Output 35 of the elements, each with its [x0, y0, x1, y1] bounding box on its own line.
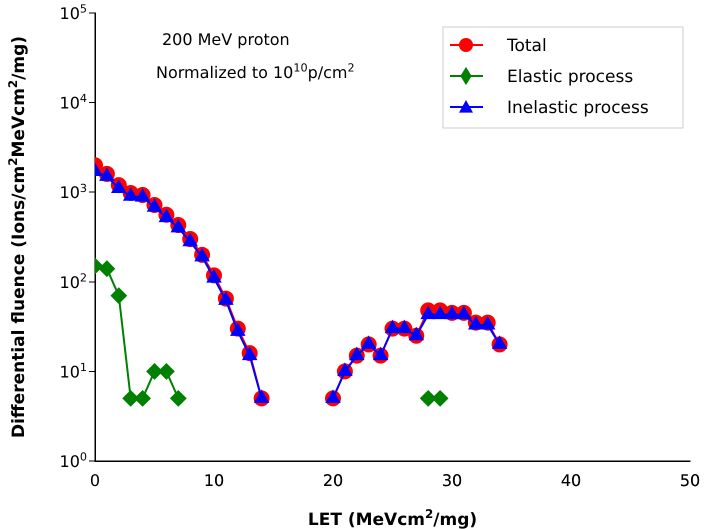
point — [98, 260, 115, 277]
point — [362, 336, 376, 349]
legend-label: Total — [506, 36, 547, 56]
point — [170, 390, 186, 406]
legend-label: Inelastic process — [507, 98, 649, 118]
point — [159, 210, 174, 222]
point — [350, 348, 364, 360]
point — [146, 363, 162, 380]
point — [338, 363, 352, 376]
y-axis-title: Differential fluence (Ions/cm2MeVcm2/mg) — [6, 36, 29, 438]
point — [432, 390, 448, 406]
point — [110, 288, 127, 304]
point — [134, 390, 151, 406]
x-tick-label: 20 — [322, 471, 344, 490]
annotation: 200 MeV proton — [162, 30, 290, 49]
point — [122, 390, 139, 406]
point — [124, 188, 138, 201]
point — [374, 348, 388, 360]
legend-label: Elastic process — [507, 67, 634, 87]
point — [397, 320, 412, 334]
point — [433, 306, 448, 320]
point — [385, 320, 400, 334]
point — [409, 328, 424, 340]
x-tick-label: 30 — [442, 471, 462, 490]
x-tick-label: 0 — [90, 471, 100, 490]
x-tick-label: 10 — [204, 471, 224, 490]
point — [421, 306, 436, 320]
point — [206, 270, 222, 283]
point — [420, 390, 436, 406]
x-tick-label: 40 — [560, 471, 582, 490]
x-tick-label: 50 — [680, 471, 700, 490]
point — [326, 390, 340, 403]
point — [492, 336, 507, 349]
point — [112, 180, 126, 193]
point — [254, 390, 269, 403]
